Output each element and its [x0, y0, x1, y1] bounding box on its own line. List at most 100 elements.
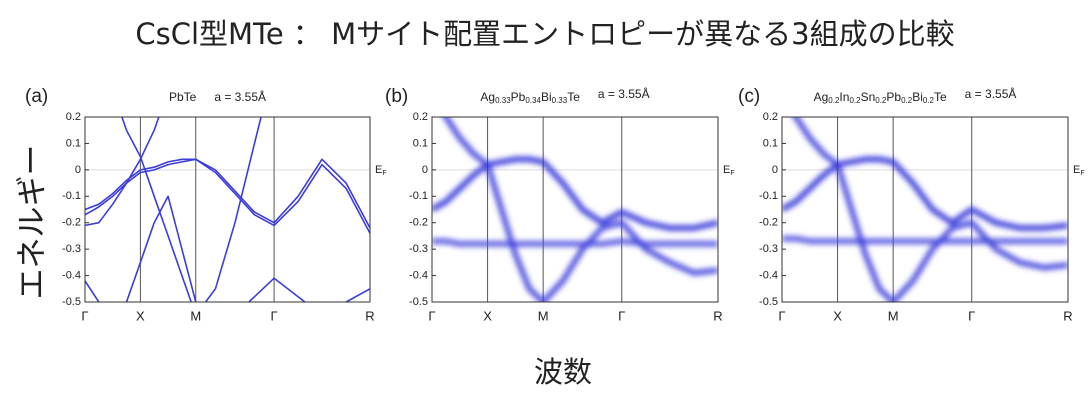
bands [782, 117, 1068, 302]
x-tick-label: X [833, 308, 842, 323]
fermi-label-sub: F [382, 170, 386, 177]
panel: Γ X M Γ R 0.2 0.1 0 -0.1 -0.2 -0.3 -0.4 -0.5 (a) PbTe a… [25, 86, 387, 323]
x-tick-label: M [538, 308, 549, 323]
plot-area [782, 117, 1068, 302]
x-tick-label: X [136, 308, 145, 323]
formula-part: Te [567, 90, 580, 104]
formula-part: Pb [886, 90, 901, 104]
x-tick-label: Γ [618, 308, 625, 323]
plot-area [85, 117, 370, 302]
y-tick-label: 0 [772, 164, 778, 176]
x-tick-label: Γ [428, 308, 435, 323]
fermi-label-sub: F [1080, 170, 1084, 177]
y-tick-label: 0 [422, 164, 428, 176]
x-tick-label: Γ [270, 308, 277, 323]
y-tick-label: -0.4 [409, 269, 428, 281]
bands [432, 117, 718, 302]
band-spectral [442, 117, 718, 302]
y-tick-label: 0 [75, 164, 81, 176]
panel-label: (b) [385, 86, 408, 107]
y-tick-label: -0.4 [62, 269, 81, 281]
y-tick-label: -0.3 [62, 243, 81, 255]
panel-label: (a) [25, 86, 48, 107]
x-axis-label: 波数 [534, 355, 592, 389]
band-spectral [782, 156, 1068, 231]
formula-part: PbTe [169, 90, 197, 104]
y-tick-label: -0.3 [759, 243, 778, 255]
x-tick-label: R [713, 308, 722, 323]
plot-frame [431, 116, 719, 303]
formula-subscript: 0.33 [495, 96, 511, 105]
formula-subscript: 0.33 [552, 96, 568, 105]
bands [85, 117, 370, 302]
y-tick-label: -0.5 [62, 296, 81, 308]
band-spectral [432, 156, 718, 231]
formula-part: Te [934, 90, 947, 104]
y-tick-label: -0.1 [62, 190, 81, 202]
plot-area [432, 117, 718, 302]
x-tick-label: M [190, 308, 201, 323]
fermi-label-main: E [723, 164, 730, 176]
plot-frame [84, 116, 371, 303]
formula-subscript: 0.34 [525, 96, 541, 105]
panel: Γ X M Γ R0.20.10-0.1-0.2-0.3-0.4-0.5(c) Ag0.2… [738, 86, 1085, 323]
y-tick-label: 0.2 [763, 111, 778, 123]
band-line [85, 158, 370, 234]
panel-title: Ag0.33Pb0.34Bi0.33Te a = 3.55Å [480, 86, 649, 105]
lattice-constant: a = 3.55Å [214, 89, 266, 104]
y-tick-label: -0.3 [409, 243, 428, 255]
formula-part: Pb [511, 90, 526, 104]
y-tick-label: -0.2 [62, 217, 81, 229]
formula-part: Ag [814, 90, 829, 104]
fermi-label: EF [1073, 164, 1085, 177]
fermi-label: EF [375, 164, 387, 177]
y-tick-label: -0.2 [759, 217, 778, 229]
formula-part: In [839, 90, 849, 104]
formula-subscript: 0.2 [901, 96, 913, 105]
x-tick-label: Γ [968, 308, 975, 323]
plot-frame [781, 116, 1069, 303]
fermi-label-sub: F [730, 170, 734, 177]
fermi-label-main: E [1073, 164, 1080, 176]
x-tick-label: R [365, 308, 374, 323]
band-spectral [432, 238, 718, 247]
x-tick-label: X [483, 308, 492, 323]
slide-title: CsCl型MTe ： Mサイト配置エントロピーが異なる3組成の比較 [135, 17, 954, 51]
formula-part: Bi [912, 90, 923, 104]
panel-title: PbTe a = 3.55Å [169, 89, 266, 104]
x-tick-label: Γ [778, 308, 785, 323]
formula-part: Ag [480, 90, 495, 104]
y-tick-label: 0.1 [66, 137, 81, 149]
y-tick-label: -0.5 [409, 296, 428, 308]
formula-subscript: 0.2 [849, 96, 861, 105]
x-tick-label: R [1063, 308, 1072, 323]
y-tick-label: -0.2 [409, 217, 428, 229]
formula-subscript: 0.2 [875, 96, 887, 105]
y-tick-label: -0.5 [759, 296, 778, 308]
panel-title: Ag0.2In0.2Sn0.2Pb0.2Bi0.2Te a = 3.55Å [814, 86, 1017, 105]
fermi-label: EF [723, 164, 735, 177]
y-tick-label: 0.1 [413, 137, 428, 149]
band-spectral [792, 117, 1068, 302]
y-axis-label: エネルギー [15, 145, 51, 300]
y-tick-label: -0.1 [409, 190, 428, 202]
y-tick-label: -0.4 [759, 269, 778, 281]
y-tick-label: 0.1 [763, 137, 778, 149]
y-tick-label: 0.2 [413, 111, 428, 123]
x-tick-label: Γ [81, 308, 88, 323]
formula-part: Sn [861, 90, 876, 104]
y-tick-label: -0.1 [759, 190, 778, 202]
panel-label: (c) [738, 86, 760, 107]
formula-subscript: 0.2 [828, 96, 840, 105]
band-spectral [782, 235, 1068, 245]
x-tick-label: M [888, 308, 899, 323]
band-line [85, 117, 160, 227]
fermi-label-main: E [375, 164, 382, 176]
panel: Γ X M Γ R0.20.10-0.1-0.2-0.3-0.4-0.5(b) Ag0.3… [385, 86, 735, 323]
y-tick-label: 0.2 [66, 111, 81, 123]
lattice-constant: a = 3.55Å [965, 86, 1017, 101]
formula-part: Bi [541, 90, 552, 104]
lattice-constant: a = 3.55Å [598, 86, 650, 101]
formula-subscript: 0.2 [923, 96, 935, 105]
